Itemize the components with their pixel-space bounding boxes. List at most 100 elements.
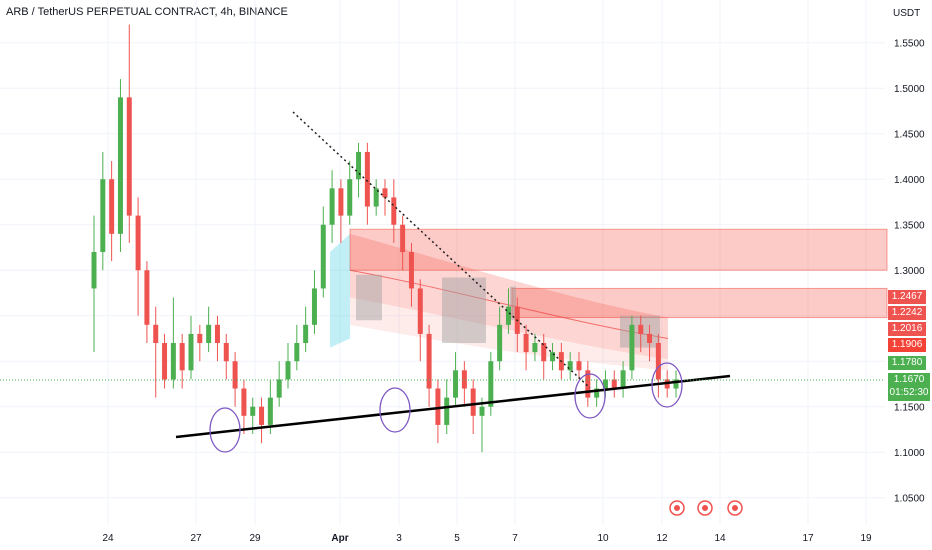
candle-body	[188, 333, 194, 371]
highlight-boxes	[356, 274, 660, 348]
candle-body	[444, 397, 450, 425]
y-tick-label: 1.4000	[894, 175, 925, 186]
y-tick-label: 1.5000	[894, 84, 925, 95]
candle-body	[232, 361, 238, 389]
x-tick-label: 27	[190, 533, 202, 544]
pivot-circles	[209, 362, 683, 453]
candle-body	[285, 361, 291, 380]
candle-body	[223, 343, 229, 362]
candle-body	[170, 343, 176, 380]
candle-body	[655, 343, 661, 380]
candle-body	[241, 388, 247, 416]
event-icons	[669, 500, 743, 516]
candle-body	[153, 324, 159, 344]
candle-body	[673, 379, 679, 389]
candle-body	[426, 333, 432, 389]
x-tick-label: 17	[802, 533, 814, 544]
channel-start-blue	[330, 233, 350, 348]
candle-body	[567, 361, 573, 371]
x-tick-label: 14	[714, 533, 726, 544]
candle-body	[329, 188, 335, 225]
candle-body	[550, 352, 556, 362]
candle-body	[294, 343, 300, 362]
candle-body	[479, 406, 485, 416]
highlight-box	[442, 277, 486, 344]
event-flag-icon-dot	[674, 505, 680, 511]
candle-body	[611, 379, 617, 389]
price-label: 1.2242	[888, 306, 926, 320]
candle-body	[117, 97, 123, 234]
x-tick-label: 10	[597, 533, 609, 544]
candle-body	[356, 151, 362, 180]
candle-body	[488, 361, 494, 407]
candle-body	[259, 406, 265, 425]
price-label: 1.1906	[888, 338, 926, 352]
candle-body	[311, 288, 317, 325]
candle-body	[100, 179, 106, 253]
price-label: 1.2016	[888, 322, 926, 336]
candle-body	[461, 370, 467, 389]
candle-body	[647, 333, 653, 344]
candle-body	[417, 288, 423, 334]
channel-upper	[350, 233, 668, 360]
candle-body	[505, 306, 511, 325]
candle-body	[206, 324, 212, 344]
pivot-circle	[379, 387, 411, 433]
candle-body	[594, 388, 600, 398]
y-tick-label: 1.1000	[894, 448, 925, 459]
candle-body	[391, 197, 397, 225]
current-price-label: 1.1670 01:52:30	[888, 373, 930, 401]
candle-body	[364, 151, 370, 207]
candle-body	[109, 179, 115, 234]
x-tick-label: 12	[656, 533, 668, 544]
highlight-box	[356, 274, 382, 321]
candle-body	[250, 406, 256, 416]
candles	[91, 24, 679, 453]
candle-body	[585, 370, 591, 398]
candle-body	[620, 370, 626, 389]
candle-body	[497, 324, 503, 362]
support-trendline	[175, 374, 731, 439]
pivot-circle	[651, 362, 683, 408]
candle-body	[541, 343, 547, 362]
y-tick-label: 1.1500	[894, 403, 925, 414]
candle-body	[338, 188, 344, 216]
x-tick-label: Apr	[331, 533, 348, 544]
supply-zone-lower	[511, 287, 888, 319]
candle-body	[347, 179, 353, 216]
candle-body	[126, 97, 132, 216]
candle-body	[576, 361, 582, 371]
y-axis: USDT 1.5500 1.5000 1.4500 1.4000 1.3500 1.3000…	[893, 8, 925, 505]
candle-body	[373, 188, 379, 207]
candle-body	[135, 215, 141, 271]
x-tick-label: 5	[454, 533, 460, 544]
x-tick-label: 7	[512, 533, 518, 544]
candle-body	[303, 324, 309, 344]
channel-midline	[349, 269, 669, 339]
chart-title: ARB / TetherUS PERPETUAL CONTRACT, 4h, B…	[6, 6, 288, 18]
pivot-circle	[209, 407, 241, 453]
y-axis-unit: USDT	[893, 8, 920, 19]
candle-body	[91, 252, 97, 289]
candle-body	[267, 397, 273, 425]
trend-lines	[0, 111, 885, 439]
y-tick-label: 1.0500	[894, 494, 925, 505]
candle-body	[629, 324, 635, 371]
pivot-circle	[574, 373, 606, 419]
event-flag-icon-dot	[732, 505, 738, 511]
candle-body	[435, 388, 441, 425]
candle-body	[400, 224, 406, 253]
x-tick-label: 29	[249, 533, 261, 544]
candle-body	[532, 343, 538, 353]
candle-body	[162, 343, 168, 380]
candle-body	[320, 224, 326, 289]
candle-body	[453, 370, 459, 398]
channel-lower	[350, 297, 668, 371]
candle-body	[197, 333, 203, 344]
x-tick-label: 3	[396, 533, 402, 544]
supply-zones	[330, 228, 888, 371]
x-tick-label: 19	[860, 533, 872, 544]
price-label: 1.2467	[888, 290, 926, 304]
x-axis: 24 27 29 Apr 3 5 7 10 12 14 17 19	[102, 533, 872, 544]
